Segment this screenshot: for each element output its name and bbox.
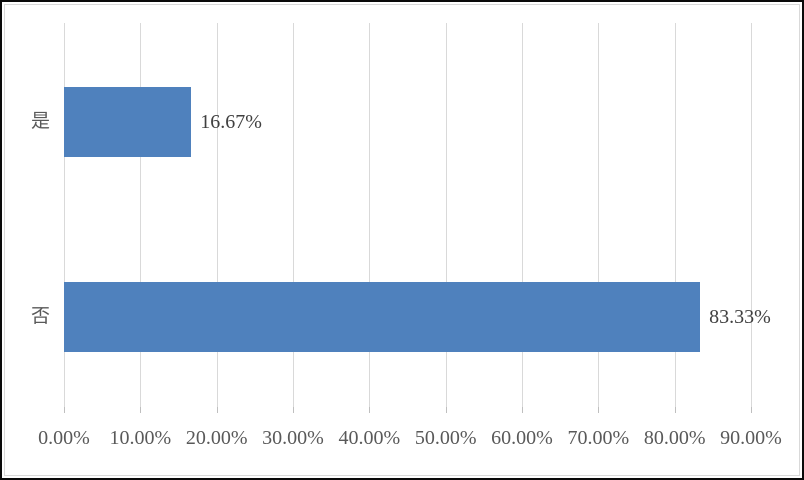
gridline	[445, 23, 447, 407]
x-axis-tick-label: 80.00%	[643, 427, 706, 449]
axis-tick	[216, 407, 218, 413]
bar	[64, 87, 192, 157]
x-axis-tick-label: 20.00%	[185, 427, 248, 449]
bar-chart: 0.00% 10.00% 20.00% 30.00% 40.00% 50.00% 60.00…	[4, 4, 800, 476]
x-axis-tick-label: 10.00%	[109, 427, 172, 449]
category-label: 是	[30, 111, 50, 132]
category-label: 否	[30, 306, 50, 327]
axis-tick	[445, 407, 447, 413]
axis-tick	[293, 407, 294, 413]
x-axis-tick-label: 70.00%	[567, 427, 630, 449]
gridline	[293, 23, 294, 407]
gridline	[522, 23, 523, 407]
gridline	[64, 23, 65, 407]
plot-area	[64, 23, 752, 407]
axis-tick	[369, 407, 371, 413]
gridline	[216, 23, 218, 407]
gridline	[674, 23, 676, 407]
data-label: 83.33%	[709, 306, 771, 328]
x-axis-tick-label: 0.00%	[38, 427, 90, 449]
axis-tick	[674, 407, 676, 413]
gridline	[598, 23, 600, 407]
axis-tick	[522, 407, 523, 413]
x-axis-tick-label: 60.00%	[491, 427, 553, 449]
x-axis-tick-label: 50.00%	[414, 427, 477, 449]
data-label: 16.67%	[200, 111, 262, 133]
x-axis-tick-label: 40.00%	[338, 427, 401, 449]
axis-tick	[64, 407, 65, 413]
axis-tick	[598, 407, 600, 413]
gridline	[140, 23, 142, 407]
axis-tick	[751, 407, 752, 413]
x-axis-tick-label: 30.00%	[262, 427, 324, 449]
x-axis-tick-label: 90.00%	[720, 427, 782, 449]
axis-tick	[140, 407, 142, 413]
bar	[64, 282, 701, 352]
gridline	[369, 23, 371, 407]
gridline	[751, 23, 752, 407]
